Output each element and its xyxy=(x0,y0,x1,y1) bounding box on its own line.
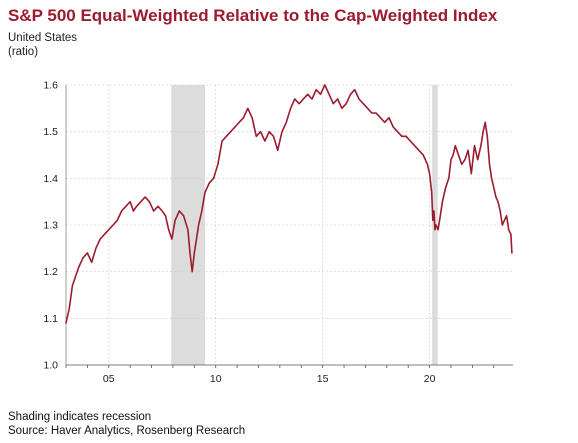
x-tick-label: 20 xyxy=(424,373,436,385)
y-tick-label: 1.0 xyxy=(43,360,58,372)
y-tick-label: 1.2 xyxy=(43,266,58,278)
y-tick-label: 1.6 xyxy=(43,80,58,92)
chart-subtitle-unit: (ratio) xyxy=(8,46,39,58)
chart-subtitle-country: United States xyxy=(8,32,78,44)
y-tick-label: 1.1 xyxy=(43,313,58,325)
y-tick-label: 1.3 xyxy=(43,220,58,232)
series-line-1 xyxy=(65,84,513,324)
x-tick-label: 10 xyxy=(210,373,222,385)
recession-band-1 xyxy=(171,85,206,365)
series-group xyxy=(65,84,513,324)
axes xyxy=(65,85,513,368)
y-tick-label: 1.5 xyxy=(43,126,58,138)
chart-title: S&P 500 Equal-Weighted Relative to the C… xyxy=(8,6,498,25)
gridlines xyxy=(66,84,513,365)
x-tick-label: 15 xyxy=(317,373,329,385)
recession-note: Shading indicates recession xyxy=(8,411,152,423)
source-note: Source: Haver Analytics, Rosenberg Resea… xyxy=(8,425,246,437)
x-tick-label: 05 xyxy=(103,373,115,385)
y-tick-label: 1.4 xyxy=(43,173,58,185)
tick-labels: 1.0 1.1 1.2 1.3 1.4 1.5 1.6 05 10 15 20 xyxy=(43,80,435,386)
